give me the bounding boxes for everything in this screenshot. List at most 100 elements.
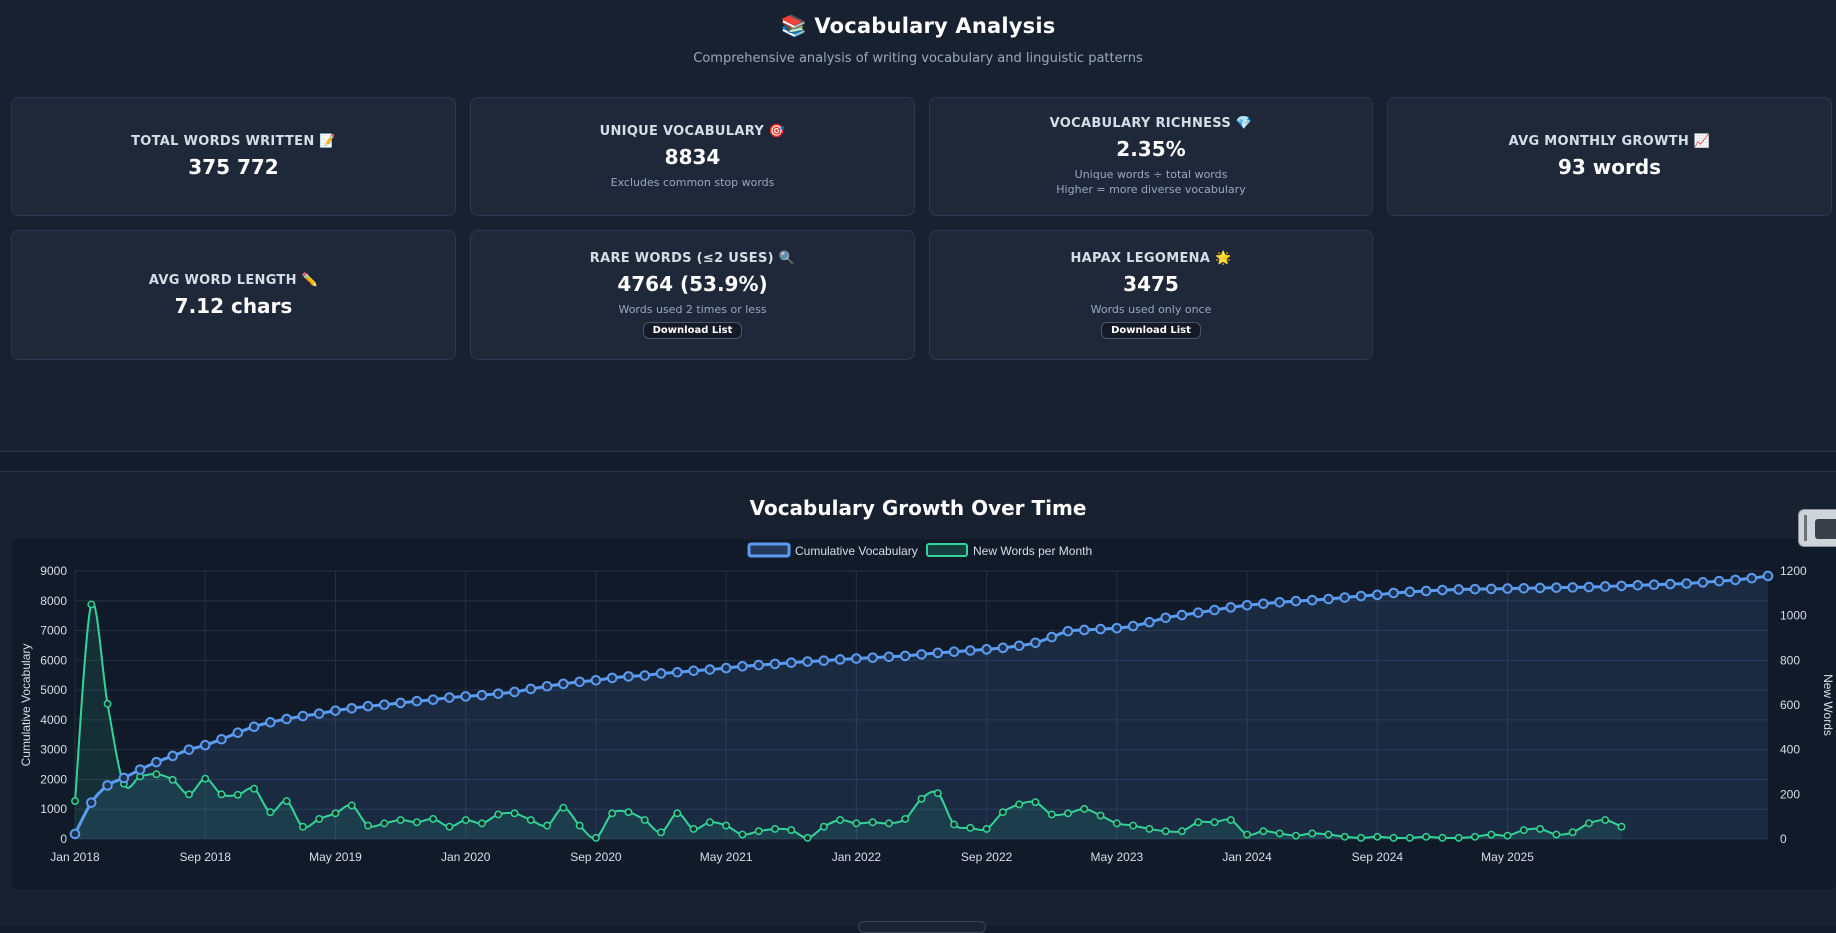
rare-words-value: 4764 (53.9%) xyxy=(617,272,768,296)
new-words-point xyxy=(217,790,226,799)
unique-vocabulary-value: 8834 xyxy=(664,144,721,169)
total-words-card: TOTAL WORDS WRITTEN 📝 375 772 xyxy=(11,97,456,216)
new-words-point xyxy=(1308,829,1317,838)
new-words-point xyxy=(1080,804,1089,813)
rare-words-download-button[interactable]: Download List xyxy=(642,322,743,339)
new-words-point xyxy=(673,809,682,818)
vocabulary-richness-note: Unique words ÷ total words Higher = more… xyxy=(1056,167,1245,197)
y-right-tick-label: 1200 xyxy=(1780,564,1807,578)
cumulative-point xyxy=(199,739,211,751)
new-words-point xyxy=(445,822,454,831)
word-length-value: 7.12 chars xyxy=(174,293,293,318)
cumulative-point xyxy=(639,670,651,681)
x-tick-label: May 2023 xyxy=(1090,850,1143,864)
stats-section: 📚 Vocabulary Analysis Comprehensive anal… xyxy=(0,0,1836,452)
side-panel-toggle[interactable] xyxy=(1798,509,1836,547)
new-words-point xyxy=(1226,816,1235,824)
new-words-point xyxy=(1324,830,1333,839)
new-words-point xyxy=(347,801,356,810)
cumulative-point xyxy=(965,645,976,656)
cumulative-point xyxy=(1095,623,1106,635)
new-words-point xyxy=(331,809,340,818)
cumulative-point xyxy=(1192,607,1204,618)
chart-panel: 0 1000 2000 3000 4000 5000 6000 7000 8000 9000 Jan… xyxy=(12,539,1836,889)
y-left-tick-label: 8000 xyxy=(40,594,67,608)
new-words-point xyxy=(396,816,405,824)
new-words-point xyxy=(1487,830,1496,839)
cumulative-point xyxy=(509,686,520,698)
cumulative-point xyxy=(1681,578,1692,589)
new-words-point xyxy=(575,821,584,830)
cumulative-point xyxy=(378,699,390,711)
cumulative-point xyxy=(1225,602,1237,613)
cumulative-point xyxy=(1404,586,1416,598)
cumulative-point xyxy=(1144,616,1155,628)
new-words-point xyxy=(722,821,731,830)
x-tick-label: May 2025 xyxy=(1481,850,1534,864)
cumulative-point xyxy=(1388,587,1399,599)
cumulative-point xyxy=(1062,625,1074,637)
cumulative-point xyxy=(1078,624,1090,636)
cumulative-point xyxy=(1730,574,1741,586)
cumulative-point xyxy=(851,653,862,664)
hapax-download-button[interactable]: Download List xyxy=(1101,322,1201,339)
cumulative-point xyxy=(1355,590,1367,602)
cumulative-point xyxy=(1567,582,1578,593)
chart-section: Vocabulary Growth Over Time 0 1000 2000 300… xyxy=(0,471,1836,926)
new-words-point xyxy=(266,808,275,817)
unique-vocabulary-card: UNIQUE VOCABULARY 🎯 8834 Excludes common… xyxy=(470,97,915,216)
vocabulary-richness-card: VOCABULARY RICHNESS 💎 2.35% Unique words… xyxy=(929,97,1373,216)
new-words-point xyxy=(1454,833,1463,842)
cumulative-point xyxy=(297,710,309,722)
new-words-point xyxy=(461,816,470,824)
cumulative-point xyxy=(1013,640,1025,652)
vocabulary-growth-chart: 0100020003000400050006000700080009000Jan… xyxy=(19,542,1835,864)
y-right-tick-label: 400 xyxy=(1780,743,1800,757)
cumulative-point xyxy=(1160,612,1171,624)
new-words-point xyxy=(510,809,519,818)
new-words-point xyxy=(526,816,535,824)
cumulative-area xyxy=(75,575,1768,839)
cumulative-point xyxy=(688,665,699,677)
handle-grip-icon xyxy=(1804,515,1807,541)
cumulative-point xyxy=(558,678,569,690)
new-words-point xyxy=(608,809,617,818)
new-words-point xyxy=(1373,832,1382,841)
chart-title: Vocabulary Growth Over Time xyxy=(749,496,1087,520)
new-words-point xyxy=(917,794,926,803)
cumulative-point xyxy=(151,756,162,768)
cumulative-point xyxy=(395,697,406,709)
y-right-axis-title: New Words xyxy=(1821,674,1835,736)
cumulative-point xyxy=(1616,580,1627,592)
new-words-point xyxy=(429,814,438,823)
y-left-tick-label: 2000 xyxy=(40,772,67,786)
cumulative-point xyxy=(1241,599,1253,611)
cumulative-point xyxy=(232,727,244,738)
hapax-legomena-note: Words used only once xyxy=(1090,303,1212,316)
cumulative-point xyxy=(460,691,471,702)
word-length-card: AVG WORD LENGTH ✏️ 7.12 chars xyxy=(11,230,456,360)
x-tick-label: Sep 2024 xyxy=(1352,850,1404,864)
y-left-tick-label: 0 xyxy=(60,832,67,846)
legend-swatch-new-words xyxy=(926,543,968,557)
cumulative-point xyxy=(737,660,748,672)
cumulative-point xyxy=(1648,579,1660,590)
monthly-growth-label: AVG MONTHLY GROWTH 📈 xyxy=(1508,134,1711,149)
new-words-point xyxy=(1129,821,1138,830)
x-tick-label: Sep 2020 xyxy=(570,850,622,864)
new-words-point xyxy=(819,822,828,831)
cumulative-point xyxy=(606,672,618,684)
y-right-tick-label: 200 xyxy=(1780,787,1800,801)
x-tick-label: May 2019 xyxy=(309,850,362,864)
cumulative-point xyxy=(1518,582,1530,594)
new-words-point xyxy=(1161,827,1170,836)
cumulative-point xyxy=(1453,584,1465,595)
new-words-point xyxy=(1405,833,1414,842)
cumulative-point xyxy=(818,655,830,666)
cumulative-point xyxy=(769,658,781,670)
new-words-point xyxy=(1178,827,1186,836)
bottom-tab-handle[interactable] xyxy=(858,921,986,933)
y-left-tick-label: 5000 xyxy=(40,683,67,697)
cumulative-point xyxy=(1046,631,1058,643)
cumulative-point xyxy=(69,828,81,840)
